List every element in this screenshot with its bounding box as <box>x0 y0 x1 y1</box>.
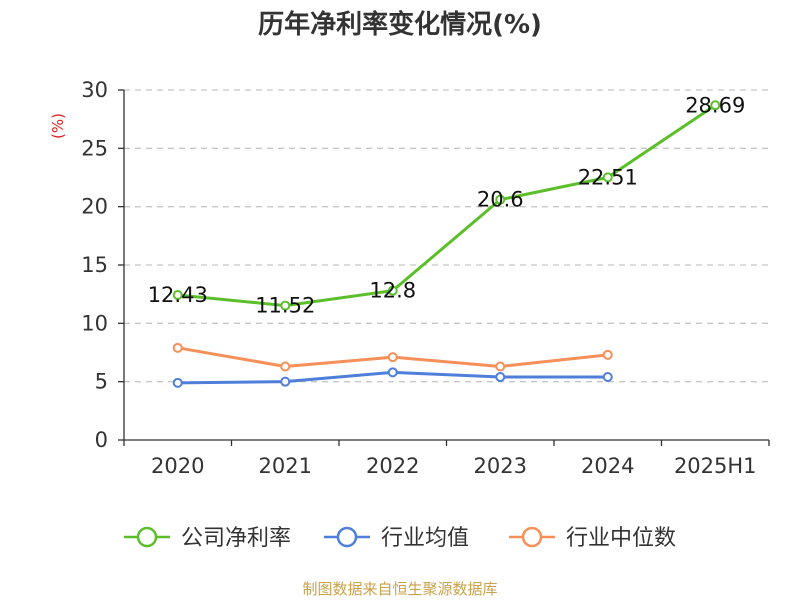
legend-item-1[interactable]: 行业均值 <box>324 526 469 551</box>
data-label: 11.52 <box>255 294 315 318</box>
data-point <box>280 376 291 387</box>
data-point <box>172 289 183 300</box>
y-tick-label: 25 <box>81 136 108 160</box>
legend-marker <box>136 526 158 548</box>
data-point <box>387 352 398 363</box>
data-label: 28.69 <box>685 93 745 117</box>
y-tick-label: 0 <box>95 428 108 452</box>
legend-marker <box>521 526 543 548</box>
x-tick-label: 2023 <box>474 454 527 478</box>
chart-title: 历年净利率变化情况(%) <box>258 9 542 40</box>
data-point <box>172 342 183 353</box>
legend-item-0[interactable]: 公司净利率 <box>124 526 291 551</box>
legend-label: 行业均值 <box>381 526 469 551</box>
data-labels: 12.43 11.52 12.8 20.6 22.51 28.69 <box>148 93 746 317</box>
data-point <box>602 172 613 183</box>
y-tick-label: 20 <box>81 195 108 219</box>
axes: 0 5 10 15 20 25 30 2020 2021 2022 2023 2024 2025H1 <box>81 78 770 478</box>
data-point <box>495 194 506 205</box>
grid-lines <box>124 89 769 383</box>
y-tick-label: 5 <box>95 370 108 394</box>
x-tick-label: 2024 <box>581 454 634 478</box>
data-point <box>387 367 398 378</box>
legend-label: 行业中位数 <box>566 526 676 551</box>
legend-item-2[interactable]: 行业中位数 <box>509 526 676 551</box>
data-point <box>710 100 721 111</box>
source-note: 制图数据来自恒生聚源数据库 <box>302 580 497 598</box>
data-point <box>172 377 183 388</box>
y-tick-label: 30 <box>81 78 108 102</box>
x-tick-label: 2021 <box>259 454 312 478</box>
data-label: 12.8 <box>369 279 416 303</box>
legend[interactable]: 公司净利率 行业均值 行业中位数 <box>124 526 676 551</box>
data-label: 12.43 <box>148 283 208 307</box>
y-tick-label: 15 <box>81 253 108 277</box>
y-tick-label: 10 <box>81 311 108 335</box>
data-point <box>280 361 291 372</box>
x-tick-label: 2025H1 <box>674 454 757 478</box>
data-point <box>387 285 398 296</box>
data-point <box>280 300 291 311</box>
data-point <box>602 349 613 360</box>
y-axis-label: (%) <box>49 113 67 139</box>
data-point <box>495 372 506 382</box>
data-label: 20.6 <box>477 188 524 212</box>
legend-label: 公司净利率 <box>181 526 291 551</box>
legend-marker <box>336 526 358 548</box>
series-line-0 <box>177 104 717 308</box>
data-label: 22.51 <box>578 165 638 189</box>
data-point <box>602 372 613 382</box>
x-tick-label: 2022 <box>366 454 419 478</box>
x-tick-label: 2020 <box>151 454 204 478</box>
series-group <box>172 100 721 388</box>
data-point <box>495 361 506 372</box>
